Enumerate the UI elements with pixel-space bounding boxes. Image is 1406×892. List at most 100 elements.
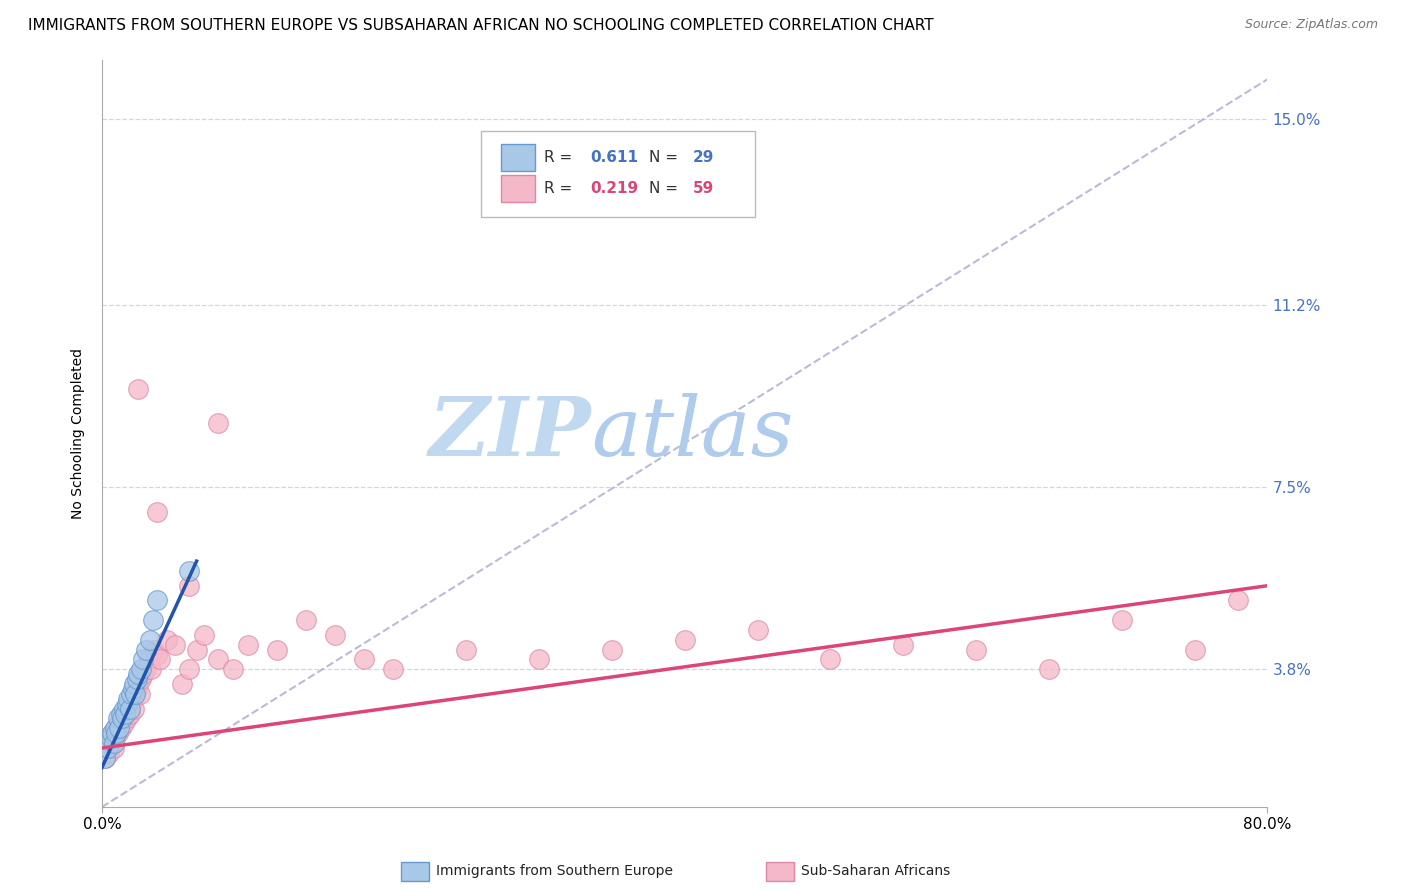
Point: [104, 731, 127, 746]
Point: [129, 672, 152, 686]
Text: 59: 59: [693, 181, 714, 196]
Point: [125, 672, 148, 686]
Text: N =: N =: [648, 150, 682, 165]
Point: [103, 736, 125, 750]
Point: [1184, 642, 1206, 657]
Point: [456, 642, 478, 657]
Point: [112, 701, 135, 715]
Point: [101, 726, 124, 740]
Point: [382, 662, 405, 676]
Point: [163, 638, 186, 652]
Point: [146, 593, 169, 607]
Point: [128, 687, 150, 701]
Text: Immigrants from Southern Europe: Immigrants from Southern Europe: [436, 864, 673, 879]
Point: [673, 632, 696, 647]
Point: [120, 687, 142, 701]
Point: [108, 716, 131, 731]
Point: [170, 677, 193, 691]
Text: N =: N =: [648, 181, 682, 196]
Point: [94, 751, 117, 765]
Point: [135, 642, 157, 657]
Point: [122, 701, 145, 715]
Point: [127, 677, 149, 691]
Point: [122, 677, 145, 691]
Point: [600, 642, 623, 657]
Point: [131, 652, 153, 666]
Point: [108, 721, 131, 735]
Point: [111, 711, 134, 725]
Point: [820, 652, 842, 666]
Point: [146, 648, 169, 662]
Y-axis label: No Schooling Completed: No Schooling Completed: [72, 348, 86, 519]
Point: [138, 652, 160, 666]
Point: [139, 632, 162, 647]
Point: [295, 613, 318, 627]
Text: ZIP: ZIP: [429, 393, 592, 474]
FancyBboxPatch shape: [501, 176, 536, 202]
Point: [100, 736, 122, 750]
FancyBboxPatch shape: [481, 130, 755, 218]
Point: [107, 726, 129, 740]
Text: R =: R =: [544, 181, 576, 196]
Text: Sub-Saharan Africans: Sub-Saharan Africans: [801, 864, 950, 879]
Point: [103, 741, 125, 756]
Text: atlas: atlas: [592, 393, 794, 474]
Point: [1111, 613, 1133, 627]
Point: [105, 726, 128, 740]
Point: [146, 505, 169, 519]
Point: [124, 687, 146, 701]
Text: 29: 29: [693, 150, 714, 165]
Text: R =: R =: [544, 150, 576, 165]
Point: [179, 662, 201, 676]
Point: [149, 652, 172, 666]
Point: [115, 697, 138, 711]
Point: [207, 417, 229, 431]
Point: [114, 706, 136, 721]
Point: [127, 382, 149, 396]
Point: [127, 667, 149, 681]
Point: [118, 701, 141, 715]
Point: [118, 706, 141, 721]
Point: [143, 642, 166, 657]
Point: [121, 691, 143, 706]
Point: [117, 691, 139, 706]
Point: [1038, 662, 1060, 676]
Point: [97, 741, 120, 756]
Point: [111, 711, 134, 725]
Point: [115, 711, 138, 725]
Point: [94, 751, 117, 765]
Point: [97, 741, 120, 756]
Point: [114, 706, 136, 721]
Point: [207, 652, 229, 666]
Point: [120, 697, 142, 711]
FancyBboxPatch shape: [501, 144, 536, 171]
Point: [179, 564, 201, 578]
Point: [236, 638, 259, 652]
Point: [323, 628, 346, 642]
Point: [142, 613, 165, 627]
Point: [101, 726, 124, 740]
Point: [110, 721, 132, 735]
Point: [179, 579, 201, 593]
Point: [965, 642, 987, 657]
Text: IMMIGRANTS FROM SOUTHERN EUROPE VS SUBSAHARAN AFRICAN NO SCHOOLING COMPLETED COR: IMMIGRANTS FROM SOUTHERN EUROPE VS SUBSA…: [28, 18, 934, 33]
Point: [121, 681, 143, 696]
Point: [112, 716, 135, 731]
Point: [141, 662, 163, 676]
Point: [107, 711, 129, 725]
Point: [104, 721, 127, 735]
Point: [186, 642, 208, 657]
Text: 0.219: 0.219: [591, 181, 638, 196]
Point: [1227, 593, 1250, 607]
Point: [131, 667, 153, 681]
Text: Source: ZipAtlas.com: Source: ZipAtlas.com: [1244, 18, 1378, 31]
Point: [129, 662, 152, 676]
Point: [193, 628, 215, 642]
Point: [110, 706, 132, 721]
Point: [527, 652, 550, 666]
Text: 0.611: 0.611: [591, 150, 638, 165]
Point: [891, 638, 914, 652]
Point: [266, 642, 288, 657]
Point: [156, 632, 179, 647]
Point: [353, 652, 375, 666]
